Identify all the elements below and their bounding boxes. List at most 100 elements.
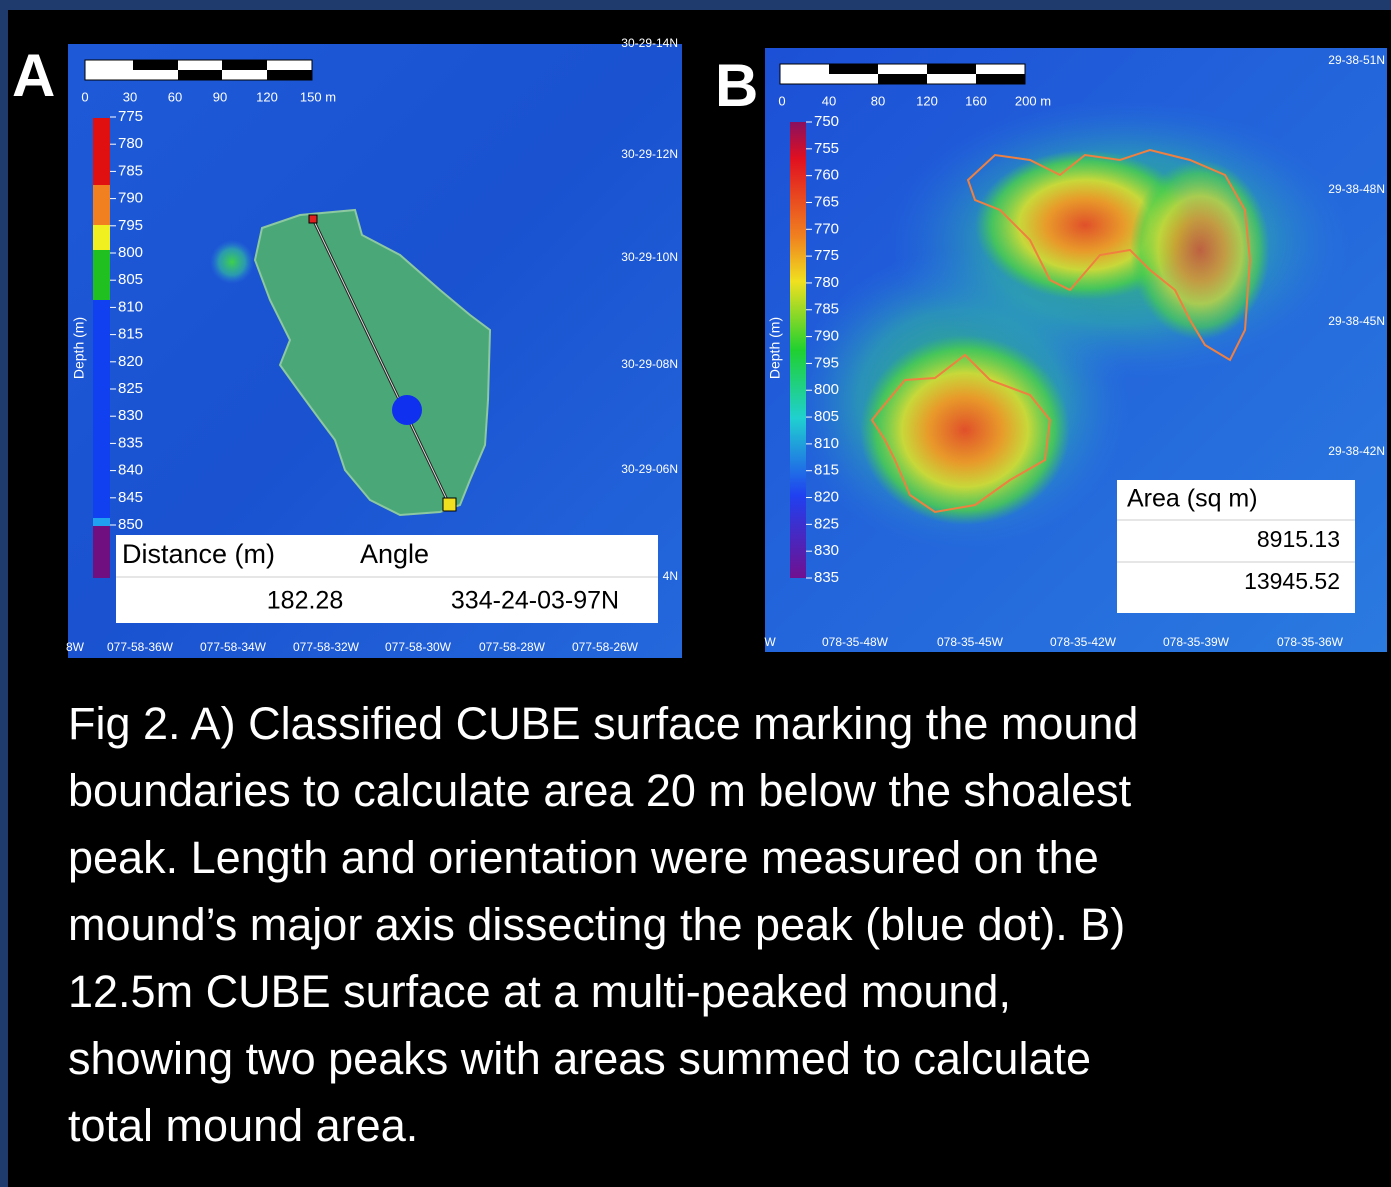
depth-label: 810	[118, 298, 143, 315]
scale-label: 120	[916, 93, 938, 108]
table-header: Area (sq m)	[1127, 485, 1258, 513]
map-feature	[210, 240, 254, 284]
depth-label: 830	[118, 407, 143, 424]
lon-label: W	[764, 635, 776, 649]
depth-label: 785	[814, 301, 839, 318]
lat-label: 30-29-08N	[621, 357, 678, 371]
table-cell: 8915.13	[1257, 526, 1340, 552]
lat-label: 30-29-06N	[621, 462, 678, 476]
lat-label: 4N	[663, 569, 678, 583]
scale-label: 160	[965, 93, 987, 108]
color-bar-segment	[93, 518, 110, 526]
scale-bar-fill	[178, 70, 222, 80]
depth-label: 830	[814, 542, 839, 559]
scale-bar-fill	[222, 60, 267, 70]
axis-start	[309, 215, 317, 223]
lon-label: 8W	[66, 640, 85, 654]
caption-line: 12.5m CUBE surface at a multi-peaked mou…	[68, 958, 1138, 1025]
scale-label: 150 m	[300, 89, 336, 104]
lat-label: 30-29-10N	[621, 250, 678, 264]
depth-label: 790	[118, 190, 143, 207]
depth-label: 815	[118, 326, 143, 343]
scale-label: 30	[123, 89, 137, 104]
lon-label: 077-58-34W	[200, 640, 267, 654]
caption: Fig 2. A) Classified CUBE surface markin…	[68, 690, 1138, 1159]
color-bar-b	[790, 122, 806, 578]
lat-label: 29-38-42N	[1328, 444, 1385, 458]
depth-label: 775	[118, 108, 143, 125]
caption-line: peak. Length and orientation were measur…	[68, 824, 1138, 891]
lon-label: 078-35-39W	[1163, 635, 1230, 649]
scale-label: 0	[778, 93, 785, 108]
scale-bar-fill	[976, 74, 1025, 84]
lon-label: 078-35-48W	[822, 635, 889, 649]
caption-line: boundaries to calculate area 20 m below …	[68, 757, 1138, 824]
scale-label: 90	[213, 89, 227, 104]
depth-label: 805	[814, 408, 839, 425]
depth-label: 805	[118, 271, 143, 288]
depth-label: 815	[814, 462, 839, 479]
depth-label: 825	[814, 515, 839, 532]
color-bar-a	[93, 118, 110, 578]
table-header: Distance (m)	[122, 539, 275, 569]
peak-area	[860, 335, 1070, 525]
depth-label: 800	[118, 244, 143, 261]
lon-label: 077-58-32W	[293, 640, 360, 654]
depth-label: 775	[814, 247, 839, 264]
lon-label: 077-58-30W	[385, 640, 452, 654]
lon-label: 077-58-28W	[479, 640, 546, 654]
scale-bar-fill	[829, 64, 878, 74]
depth-axis-title: Depth (m)	[767, 317, 783, 379]
caption-line: showing two peaks with areas summed to c…	[68, 1025, 1138, 1092]
table-header: Angle	[360, 539, 429, 569]
depth-label: 835	[118, 434, 143, 451]
lat-label: 30-29-12N	[621, 147, 678, 161]
depth-label: 770	[814, 220, 839, 237]
depth-label: 790	[814, 328, 839, 345]
scale-bar-fill	[267, 70, 312, 80]
depth-label: 800	[814, 381, 839, 398]
axis-end	[443, 498, 456, 511]
color-bar-segment	[93, 225, 110, 250]
lat-label: 29-38-48N	[1328, 182, 1385, 196]
depth-label: 795	[118, 217, 143, 234]
lon-label: 078-35-42W	[1050, 635, 1117, 649]
scale-label: 40	[822, 93, 836, 108]
lon-label: 078-35-45W	[937, 635, 1004, 649]
table-cell: 13945.52	[1244, 568, 1340, 594]
color-bar-segment	[93, 300, 110, 518]
caption-line: total mound area.	[68, 1092, 1138, 1159]
depth-label: 780	[814, 274, 839, 291]
depth-label: 820	[814, 488, 839, 505]
page: A B Depth (m) Depth (m) Distance (m) Ang…	[0, 0, 1391, 1187]
depth-label: 845	[118, 489, 143, 506]
lat-label: 29-38-45N	[1328, 314, 1385, 328]
scale-label: 60	[168, 89, 182, 104]
table-cell: 334-24-03-97N	[451, 587, 619, 615]
scale-bar-fill	[927, 64, 976, 74]
peak-dot	[392, 395, 422, 425]
depth-label: 850	[118, 516, 143, 533]
panel-label: A	[12, 42, 55, 109]
scale-label: 120	[256, 89, 278, 104]
scale-label: 80	[871, 93, 885, 108]
depth-label: 840	[118, 462, 143, 479]
scale-label: 0	[81, 89, 88, 104]
lat-label: 29-38-51N	[1328, 53, 1385, 67]
caption-line: Fig 2. A) Classified CUBE surface markin…	[68, 690, 1138, 757]
scale-bar-fill	[133, 60, 178, 70]
table-cell: 182.28	[267, 587, 343, 615]
depth-label: 780	[118, 135, 143, 152]
depth-label: 820	[118, 353, 143, 370]
scale-bar-fill	[878, 74, 927, 84]
depth-label: 755	[814, 140, 839, 157]
depth-axis-title: Depth (m)	[71, 317, 87, 379]
caption-line: mound’s major axis dissecting the peak (…	[68, 891, 1138, 958]
depth-label: 810	[814, 435, 839, 452]
color-bar-segment	[93, 185, 110, 225]
lon-label: 077-58-36W	[107, 640, 174, 654]
lon-label: 078-35-36W	[1277, 635, 1344, 649]
lon-label: 077-58-26W	[572, 640, 639, 654]
depth-label: 760	[814, 167, 839, 184]
lat-label: 30-29-14N	[621, 36, 678, 50]
